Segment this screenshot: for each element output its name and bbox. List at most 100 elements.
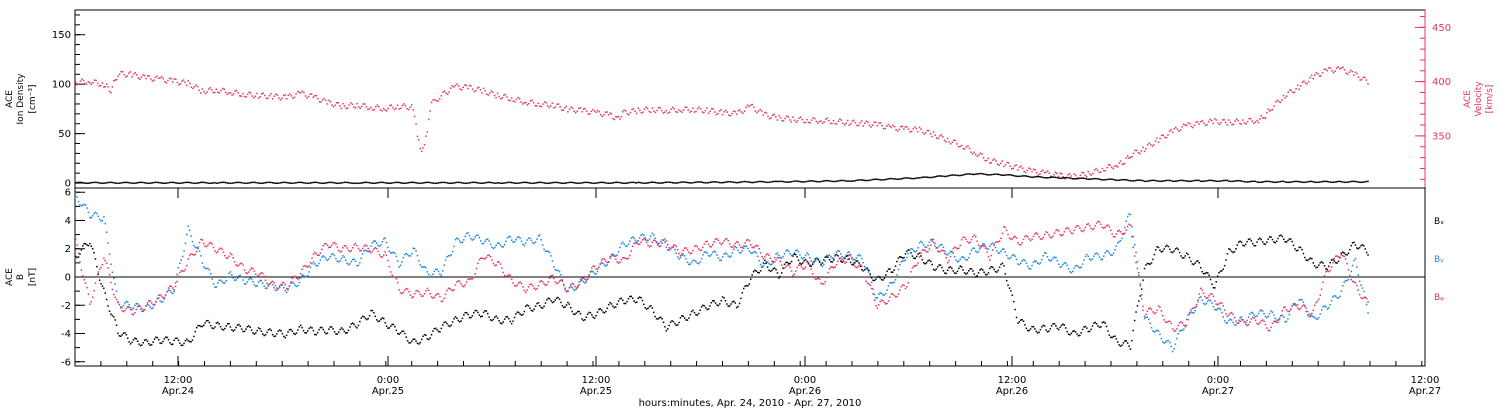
velocity-point bbox=[1304, 82, 1307, 84]
velocity-point bbox=[1217, 122, 1219, 124]
density-point bbox=[625, 182, 627, 184]
bx-point bbox=[1301, 248, 1303, 251]
bx-point bbox=[924, 263, 926, 265]
density-point bbox=[1367, 180, 1369, 183]
bx-point bbox=[188, 340, 191, 343]
bx-point bbox=[1274, 242, 1276, 244]
bz-point bbox=[461, 285, 464, 287]
velocity-point bbox=[1284, 97, 1286, 99]
bx-point bbox=[900, 256, 902, 258]
density-point bbox=[317, 181, 319, 184]
bz-point bbox=[1022, 238, 1025, 241]
velocity-point bbox=[1007, 162, 1010, 164]
density-point bbox=[1153, 179, 1155, 182]
velocity-point bbox=[409, 106, 411, 109]
velocity-point bbox=[1037, 174, 1039, 176]
bz-point bbox=[865, 280, 867, 282]
by-point bbox=[146, 303, 149, 306]
bz-point bbox=[1361, 297, 1364, 300]
bz-point bbox=[465, 281, 468, 283]
bz-point bbox=[795, 270, 797, 272]
density-point bbox=[167, 182, 169, 184]
density-point bbox=[1098, 178, 1100, 180]
density-point bbox=[118, 182, 121, 184]
velocity-point bbox=[821, 122, 824, 124]
velocity-point bbox=[193, 86, 196, 88]
density-point bbox=[478, 182, 480, 184]
by-point bbox=[593, 272, 596, 275]
density-point bbox=[885, 178, 888, 180]
velocity-point bbox=[860, 120, 863, 122]
bz-point bbox=[1365, 297, 1368, 300]
by-point bbox=[939, 243, 942, 246]
velocity-point bbox=[684, 106, 686, 108]
bz-point bbox=[703, 243, 706, 245]
by-point bbox=[96, 212, 98, 215]
density-point bbox=[1331, 181, 1333, 184]
velocity-point bbox=[1162, 134, 1164, 137]
density-point bbox=[203, 181, 205, 184]
bz-point bbox=[1139, 283, 1141, 285]
bz-point bbox=[924, 250, 926, 252]
velocity-point bbox=[395, 107, 397, 110]
density-point bbox=[582, 181, 585, 184]
by-point bbox=[783, 252, 786, 255]
velocity-point bbox=[79, 80, 82, 82]
density-point bbox=[1156, 180, 1158, 182]
bx-point bbox=[903, 256, 905, 259]
velocity-point bbox=[620, 115, 623, 118]
velocity-point bbox=[450, 87, 452, 89]
velocity-point bbox=[100, 84, 102, 87]
velocity-point bbox=[975, 153, 977, 156]
velocity-point bbox=[1203, 122, 1205, 124]
bz-point bbox=[312, 253, 315, 255]
velocity-point bbox=[82, 79, 85, 82]
density-point bbox=[501, 182, 504, 184]
density-point bbox=[1225, 179, 1227, 182]
by-point bbox=[256, 285, 258, 287]
bz-point bbox=[1091, 228, 1094, 231]
bz-point bbox=[343, 245, 346, 247]
density-point bbox=[1240, 180, 1243, 182]
velocity-point bbox=[137, 77, 139, 79]
velocity-point bbox=[535, 105, 538, 107]
bz-point bbox=[1330, 266, 1333, 268]
by-point bbox=[938, 245, 940, 247]
by-point bbox=[308, 271, 310, 273]
density-point bbox=[332, 181, 335, 184]
velocity-point bbox=[310, 93, 313, 95]
bz-point bbox=[1081, 230, 1084, 233]
velocity-point bbox=[478, 86, 480, 89]
by-point bbox=[793, 252, 796, 254]
bx-point bbox=[263, 334, 265, 337]
bz-point bbox=[284, 283, 286, 286]
bx-point bbox=[1111, 336, 1113, 339]
bx-point bbox=[397, 332, 399, 335]
bz-point bbox=[1086, 223, 1088, 226]
density-point bbox=[195, 182, 197, 184]
velocity-point bbox=[1029, 168, 1032, 170]
velocity-point bbox=[1267, 108, 1269, 111]
bz-point bbox=[885, 303, 887, 305]
velocity-point bbox=[1028, 167, 1030, 169]
velocity-point bbox=[1012, 167, 1014, 169]
bz-point bbox=[1093, 227, 1095, 230]
density-point bbox=[1334, 181, 1336, 183]
by-point bbox=[735, 246, 738, 249]
density-point bbox=[175, 182, 177, 184]
bz-point bbox=[617, 262, 620, 264]
bx-point bbox=[695, 313, 697, 316]
bx-point bbox=[835, 253, 838, 256]
bx-point bbox=[219, 325, 222, 328]
bx-point bbox=[136, 340, 139, 342]
by-point bbox=[1346, 279, 1348, 282]
by-point bbox=[91, 215, 94, 217]
velocity-point bbox=[712, 108, 714, 110]
bz-point bbox=[110, 281, 112, 284]
bx-point bbox=[470, 316, 472, 319]
bz-point bbox=[1083, 229, 1085, 231]
density-point bbox=[537, 181, 539, 184]
bx-point bbox=[1028, 329, 1030, 332]
density-point bbox=[859, 179, 861, 181]
field-tick-label: 4 bbox=[65, 216, 71, 227]
